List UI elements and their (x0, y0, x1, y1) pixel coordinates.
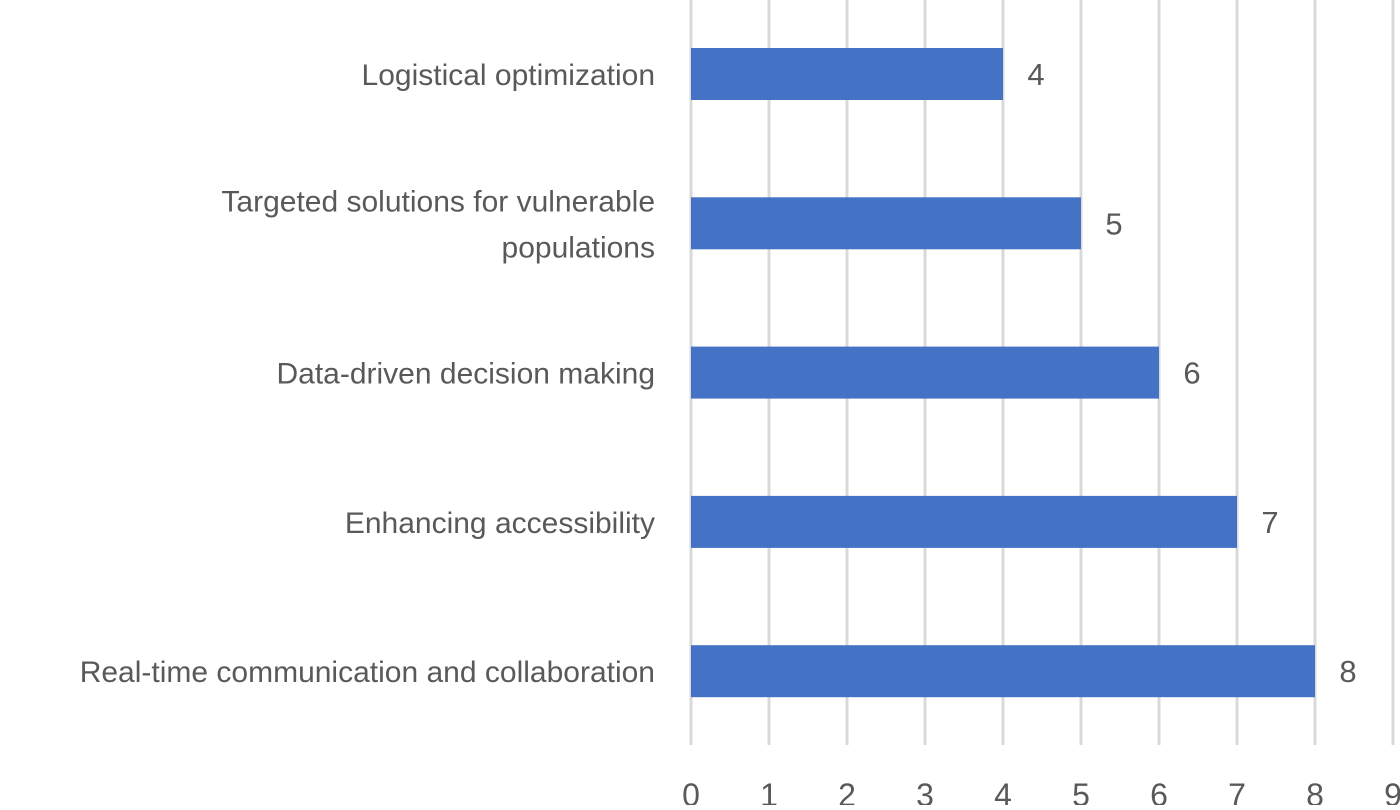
category-label: Data-driven decision making (276, 358, 655, 391)
bar (691, 645, 1315, 698)
x-tick-label: 4 (994, 777, 1012, 805)
bar (691, 346, 1159, 399)
bar (691, 495, 1237, 548)
bar (691, 48, 1003, 100)
data-label: 5 (1105, 206, 1122, 241)
data-label: 6 (1183, 356, 1200, 391)
category-label: Real-time communication and collaboratio… (80, 656, 655, 689)
x-tick-label: 3 (916, 777, 934, 805)
x-tick-label: 9 (1384, 777, 1400, 805)
bar (691, 197, 1081, 250)
x-tick-label: 7 (1228, 777, 1246, 805)
x-tick-label: 8 (1306, 777, 1324, 805)
data-label: 7 (1261, 505, 1278, 540)
category-label: Targeted solutions for vulnerable (221, 185, 655, 218)
x-tick-label: 6 (1150, 777, 1168, 805)
x-tick-label: 1 (760, 777, 778, 805)
data-label: 4 (1027, 57, 1044, 92)
category-label: Logistical optimization (362, 59, 655, 92)
category-label: Enhancing accessibility (345, 507, 655, 540)
x-tick-label: 5 (1072, 777, 1090, 805)
data-label: 8 (1339, 654, 1356, 689)
category-label: populations (502, 231, 655, 264)
x-tick-label: 0 (682, 777, 700, 805)
x-tick-label: 2 (838, 777, 856, 805)
